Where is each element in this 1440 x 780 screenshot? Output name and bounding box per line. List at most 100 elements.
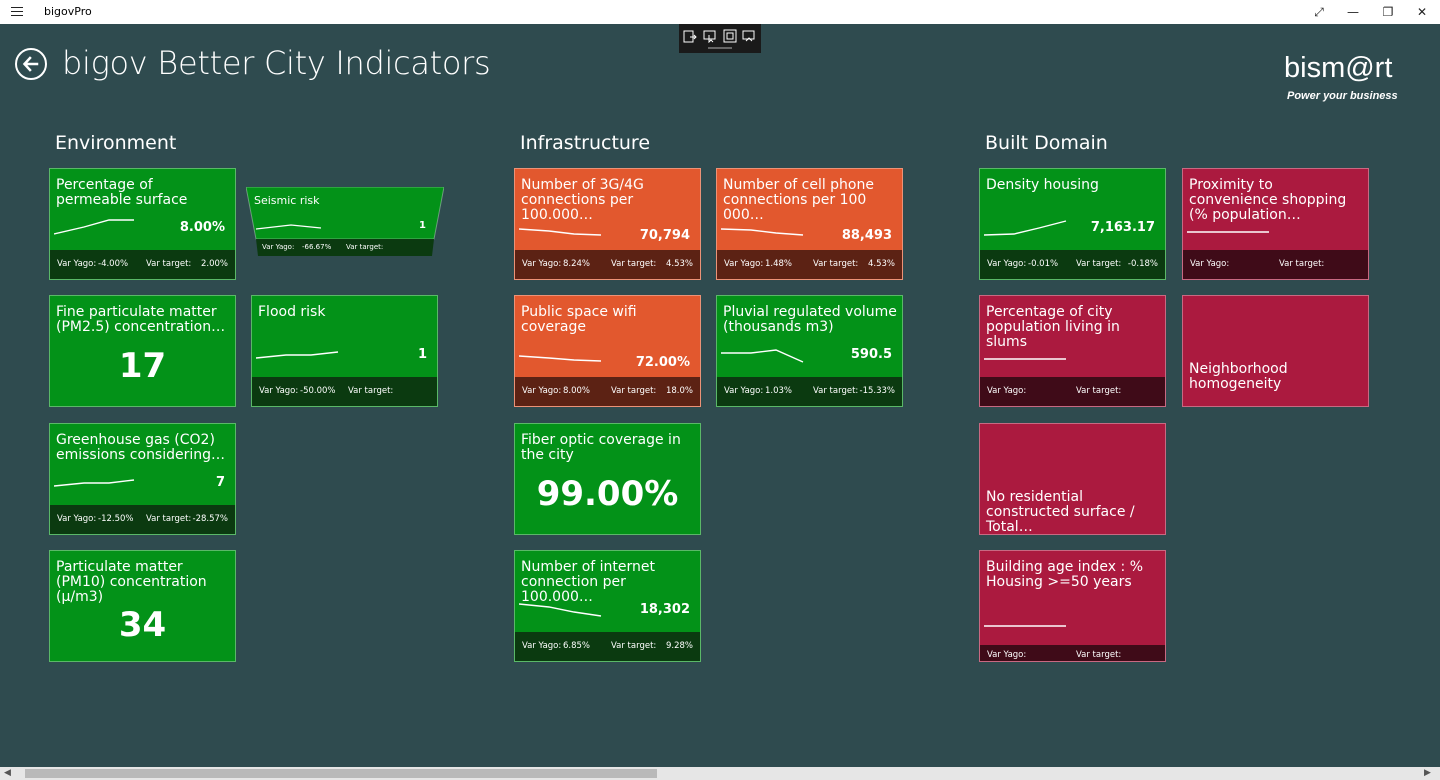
scroll-left-icon[interactable]: ◀ xyxy=(4,768,11,778)
hamburger-menu-icon[interactable] xyxy=(11,5,23,19)
tile-footer: Var Yago: 6.85% Var target: 9.28% xyxy=(515,632,700,661)
var-yago-label: Var Yago: xyxy=(262,243,295,251)
tile-title: Neighborhood homogeneity xyxy=(1189,361,1288,392)
sparkline xyxy=(519,228,602,236)
tile-footer: Var Yago: Var target: xyxy=(980,645,1165,661)
var-target-label: Var target: xyxy=(146,514,192,524)
tile-title: Number of internet connection per 100.00… xyxy=(521,559,655,605)
tile-3g4g-connections[interactable]: Number of 3G/4G connections per 100.000…… xyxy=(514,168,701,280)
tile-title: Percentage of permeable surface xyxy=(56,177,188,208)
tile-title: Number of 3G/4G connections per 100.000… xyxy=(521,177,644,223)
export-icon[interactable] xyxy=(683,29,697,43)
var-yago-value: -4.00% xyxy=(98,259,129,269)
page-title: bigov Better City Indicators xyxy=(62,44,491,82)
app-title: bigovPro xyxy=(44,5,92,18)
select-pointer-icon[interactable] xyxy=(703,29,717,43)
var-target-value: 4.53% xyxy=(867,259,895,269)
tile-pm25[interactable]: Fine particulate matter (PM2.5) concentr… xyxy=(49,295,236,407)
scrollbar-thumb[interactable] xyxy=(25,769,657,778)
tile-title: Proximity to convenience shopping (% pop… xyxy=(1189,177,1347,223)
fit-screen-icon[interactable] xyxy=(723,29,737,43)
var-yago-label: Var Yago: xyxy=(259,386,299,396)
tile-value: 70,794 xyxy=(639,228,690,243)
var-yago-label: Var Yago: xyxy=(522,259,562,269)
var-target-value: -0.18% xyxy=(1127,259,1158,269)
tile-internet-connections[interactable]: Number of internet connection per 100.00… xyxy=(514,550,701,662)
tile-slums-population[interactable]: Percentage of city population living in … xyxy=(979,295,1166,407)
tile-no-residential-surface[interactable]: No residential constructed surface / Tot… xyxy=(979,423,1166,535)
var-target-label: Var target: xyxy=(1076,259,1122,269)
tile-title: Percentage of city population living in … xyxy=(986,304,1120,350)
var-target-label: Var target: xyxy=(346,243,384,251)
horizontal-scrollbar[interactable]: ◀ ▶ xyxy=(0,767,1440,780)
tile-title: Building age index : % Housing >=50 year… xyxy=(986,559,1143,590)
var-target-label: Var target: xyxy=(611,386,657,396)
tile-value: 8.00% xyxy=(179,220,225,235)
tile-value: 7 xyxy=(215,475,225,490)
scroll-right-icon[interactable]: ▶ xyxy=(1424,768,1431,778)
var-target-label: Var target: xyxy=(813,259,859,269)
tile-value: 72.00% xyxy=(635,355,690,370)
var-yago-label: Var Yago: xyxy=(987,650,1027,660)
tile-density-housing[interactable]: Density housing 7,163.17 Var Yago: -0.01… xyxy=(979,168,1166,280)
var-yago-value: -0.01% xyxy=(1028,259,1059,269)
sparkline xyxy=(256,351,339,359)
toolbar-grip[interactable] xyxy=(708,47,732,49)
restore-icon[interactable]: ❐ xyxy=(1382,5,1394,19)
tile-footer: Var Yago: -4.00% Var target: 2.00% xyxy=(50,250,235,279)
var-yago-value: -66.67% xyxy=(302,243,332,251)
var-yago-value: 6.85% xyxy=(563,641,591,651)
tile-flood-risk[interactable]: Flood risk 1 Var Yago: -50.00% Var targe… xyxy=(251,295,438,407)
tile-footer: Var Yago: 1.48% Var target: 4.53% xyxy=(717,250,902,279)
var-yago-label: Var Yago: xyxy=(724,259,764,269)
tile-cell-phone-connections[interactable]: Number of cell phone connections per 100… xyxy=(716,168,903,280)
tile-permeable-surface[interactable]: Percentage of permeable surface 8.00% Va… xyxy=(49,168,236,280)
minimize-icon[interactable]: — xyxy=(1347,5,1359,19)
tile-proximity-shopping[interactable]: Proximity to convenience shopping (% pop… xyxy=(1182,168,1369,280)
back-button[interactable] xyxy=(15,48,47,80)
sparkline xyxy=(54,219,134,235)
tile-title: No residential constructed surface / Tot… xyxy=(986,489,1135,535)
tile-wifi-coverage[interactable]: Public space wifi coverage 72.00% Var Ya… xyxy=(514,295,701,407)
fullscreen-icon[interactable]: ⤢ xyxy=(1314,5,1324,19)
tile-fiber-optic[interactable]: Fiber optic coverage in the city 99.00% xyxy=(514,423,701,535)
logo-tagline: Power your business xyxy=(1287,90,1398,102)
sparkline xyxy=(721,228,804,236)
tile-title: Fiber optic coverage in the city xyxy=(521,432,681,463)
title-bar: bigovPro ⤢ — ❐ ✕ xyxy=(0,0,1440,24)
section-heading-environment: Environment xyxy=(55,132,177,154)
tile-pluvial-volume[interactable]: Pluvial regulated volume (thousands m3) … xyxy=(716,295,903,407)
logo-brand: bism@rt xyxy=(1284,52,1393,84)
share-screen-icon[interactable] xyxy=(742,29,756,43)
tile-footer: Var Yago: Var target: xyxy=(1183,250,1368,279)
tile-title: Fine particulate matter (PM2.5) concentr… xyxy=(56,304,226,335)
brand-logo: bism@rt Power your business xyxy=(1284,52,1424,102)
tile-value: 7,163.17 xyxy=(1090,220,1155,235)
tile-greenhouse-gas[interactable]: Greenhouse gas (CO2) emissions consideri… xyxy=(49,423,236,535)
var-target-label: Var target: xyxy=(611,259,657,269)
tile-pm10[interactable]: Particulate matter (PM10) concentration … xyxy=(49,550,236,662)
sparkline xyxy=(54,479,135,487)
var-target-value: -15.33% xyxy=(859,386,895,396)
tile-neighborhood-homogeneity[interactable]: Neighborhood homogeneity xyxy=(1182,295,1369,407)
tile-title: Number of cell phone connections per 100… xyxy=(723,177,874,223)
var-target-label: Var target: xyxy=(146,259,192,269)
back-arrow-icon xyxy=(22,56,39,72)
tile-building-age-index[interactable]: Building age index : % Housing >=50 year… xyxy=(979,550,1166,662)
var-yago-value: 8.00% xyxy=(563,386,591,396)
var-yago-value: 1.03% xyxy=(765,386,793,396)
var-target-label: Var target: xyxy=(1076,650,1122,660)
tile-value: 590.5 xyxy=(850,347,892,362)
tile-big-value: 34 xyxy=(118,605,167,645)
var-yago-label: Var Yago: xyxy=(987,259,1027,269)
tile-title: Seismic risk xyxy=(254,194,320,207)
var-yago-value: 8.24% xyxy=(563,259,591,269)
tile-title: Pluvial regulated volume (thousands m3) xyxy=(723,304,897,335)
var-target-value: 2.00% xyxy=(200,259,228,269)
var-yago-label: Var Yago: xyxy=(57,514,97,524)
tile-seismic-risk[interactable]: Seismic risk 1 Var Yago: -66.67% Var tar… xyxy=(246,187,444,257)
sparkline xyxy=(984,220,1067,236)
var-target-label: Var target: xyxy=(1076,386,1122,396)
close-icon[interactable]: ✕ xyxy=(1416,5,1428,19)
var-target-value: 18.0% xyxy=(665,386,693,396)
